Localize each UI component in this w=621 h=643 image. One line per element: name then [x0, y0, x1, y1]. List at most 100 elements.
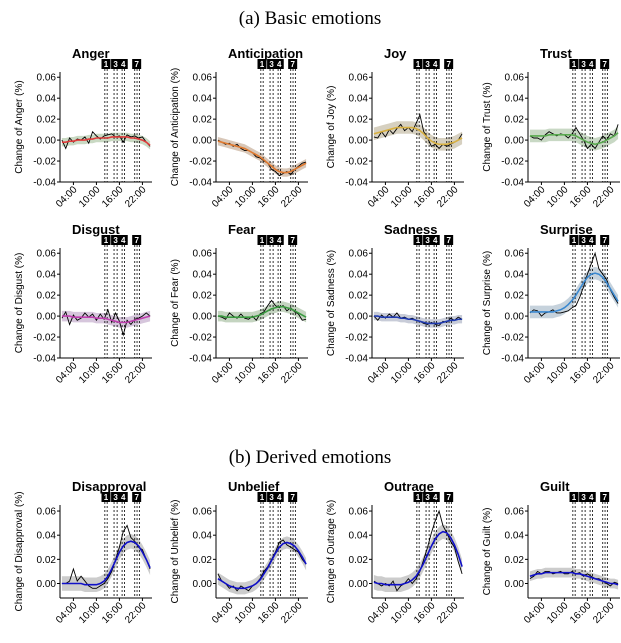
panels-group: -0.04-0.020.000.020.040.0604:0010:0016:0…	[14, 46, 620, 626]
y-tick-label: 0.00	[505, 579, 525, 590]
event-marker-label: 4	[121, 493, 126, 502]
raw-series-line	[373, 113, 463, 150]
y-tick-label: 0.02	[193, 291, 213, 302]
x-tick-label: 04:00	[366, 360, 392, 386]
panel-title: Surprise	[540, 222, 593, 237]
y-tick-label: 0.06	[193, 507, 213, 518]
x-tick-label: 04:00	[210, 184, 236, 210]
x-tick-label: 10:00	[77, 600, 103, 626]
fit-series-line	[373, 315, 463, 325]
x-tick-label: 16:00	[100, 360, 126, 386]
y-tick-label: 0.00	[193, 579, 213, 590]
raw-series-line	[61, 308, 151, 337]
y-tick-label: 0.04	[193, 531, 213, 542]
y-tick-label: -0.02	[345, 157, 368, 168]
fit-series-line	[217, 541, 307, 590]
y-tick-label: 0.02	[505, 115, 525, 126]
x-tick-label: 22:00	[279, 184, 305, 210]
y-tick-label: 0.02	[193, 115, 213, 126]
y-tick-label: -0.02	[189, 333, 212, 344]
event-marker-label: 7	[446, 493, 451, 502]
event-marker-label: 7	[446, 236, 451, 245]
panel-anger: -0.04 -0.02 0.00 0.02 0.04 0.06 04:0010:0016:0…	[14, 46, 152, 210]
y-tick-label: 0.04	[193, 94, 213, 105]
panel-title: Guilt	[540, 479, 570, 494]
event-marker-label: 3	[269, 60, 274, 69]
y-tick-label: -0.02	[345, 333, 368, 344]
y-tick-label: 0.04	[37, 94, 57, 105]
x-tick-label: 16:00	[412, 360, 438, 386]
event-marker-box	[413, 235, 423, 245]
event-marker-box	[413, 492, 423, 502]
event-marker-label: 1	[572, 493, 577, 502]
y-tick-label: -0.04	[501, 354, 524, 365]
fit-series-line	[529, 132, 619, 146]
x-tick-label: 22:00	[123, 360, 149, 386]
y-tick-label: -0.02	[189, 157, 212, 168]
event-marker-box	[579, 59, 589, 69]
panel-title: Joy	[384, 46, 407, 61]
event-marker-box	[413, 59, 423, 69]
panel-title: Trust	[540, 46, 572, 61]
y-tick-label: 0.02	[37, 555, 57, 566]
y-axis-label: Change of Anticipation (%)	[170, 68, 181, 186]
fit-series-line	[529, 272, 619, 313]
event-marker-box	[257, 235, 267, 245]
event-marker-label: 4	[589, 493, 594, 502]
ci-band	[61, 533, 151, 592]
y-tick-label: 0.02	[349, 291, 369, 302]
y-tick-label: 0.06	[37, 507, 57, 518]
event-marker-box	[288, 492, 298, 502]
x-tick-label: 10:00	[545, 360, 571, 386]
y-axis-label: Change of Guilt (%)	[482, 508, 493, 596]
event-marker-box	[444, 235, 454, 245]
x-tick-label: 22:00	[279, 360, 305, 386]
x-tick-label: 10:00	[389, 184, 415, 210]
x-tick-label: 22:00	[279, 600, 305, 626]
panel-title: Anticipation	[228, 46, 303, 61]
y-tick-label: -0.04	[189, 178, 212, 189]
y-tick-label: 0.00	[349, 579, 369, 590]
y-tick-label: 0.04	[505, 94, 525, 105]
panel-title: Fear	[228, 222, 255, 237]
x-tick-label: 10:00	[233, 600, 259, 626]
y-axis-label: Change of Anger (%)	[14, 80, 25, 173]
event-marker-label: 1	[104, 493, 109, 502]
x-tick-label: 04:00	[54, 184, 80, 210]
event-marker-box	[430, 492, 440, 502]
y-tick-label: 0.06	[349, 507, 369, 518]
fit-series-line	[217, 305, 307, 318]
event-marker-box	[600, 59, 610, 69]
event-marker-box	[257, 59, 267, 69]
event-marker-label: 3	[269, 493, 274, 502]
event-marker-label: 3	[581, 236, 586, 245]
y-tick-label: 0.02	[37, 115, 57, 126]
event-marker-label: 7	[446, 60, 451, 69]
x-tick-label: 10:00	[77, 184, 103, 210]
panel-title: Unbelief	[228, 479, 280, 494]
event-marker-label: 1	[260, 493, 265, 502]
event-marker-box	[267, 492, 277, 502]
fit-series-line	[373, 126, 463, 146]
event-marker-label: 4	[121, 60, 126, 69]
y-tick-label: 0.00	[37, 579, 57, 590]
panel-title: Disapproval	[72, 479, 146, 494]
y-tick-label: 0.00	[505, 136, 525, 147]
event-marker-label: 4	[277, 60, 282, 69]
y-axis-label: Change of Fear (%)	[170, 259, 181, 347]
event-marker-label: 1	[104, 60, 109, 69]
y-tick-label: 0.04	[505, 531, 525, 542]
x-tick-label: 16:00	[100, 184, 126, 210]
y-tick-label: 0.00	[193, 312, 213, 323]
x-tick-label: 10:00	[389, 600, 415, 626]
event-marker-label: 7	[134, 493, 139, 502]
y-tick-label: 0.06	[505, 249, 525, 260]
y-tick-label: 0.06	[193, 73, 213, 84]
event-marker-box	[430, 59, 440, 69]
x-tick-label: 10:00	[233, 360, 259, 386]
event-marker-label: 4	[433, 493, 438, 502]
y-tick-label: 0.04	[349, 270, 369, 281]
